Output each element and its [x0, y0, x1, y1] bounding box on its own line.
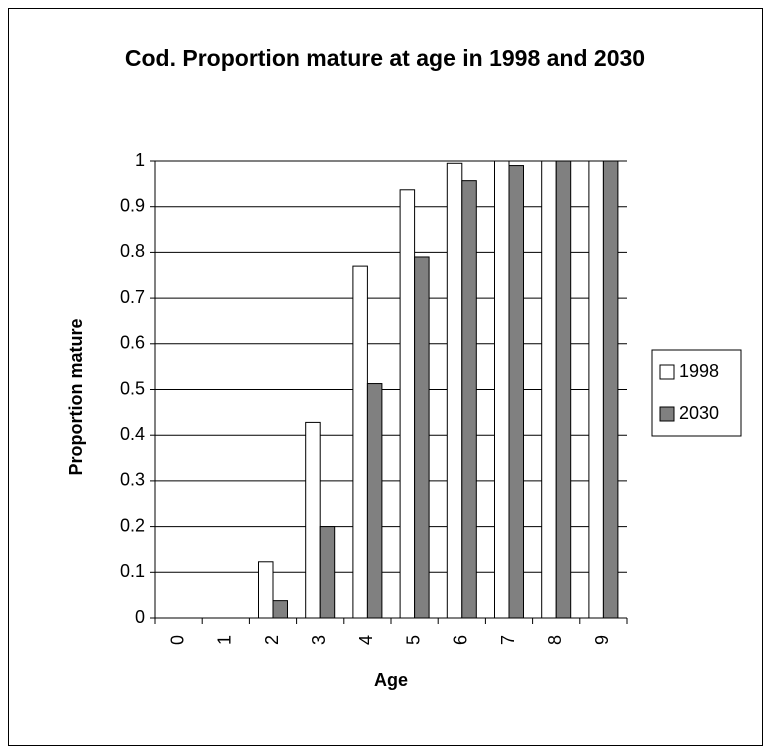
- bar: [588, 160, 604, 619]
- legend-box: [651, 349, 742, 437]
- legend-label: 2030: [679, 403, 719, 423]
- bar: [541, 160, 557, 619]
- x-tick-label: 6: [451, 635, 471, 645]
- legend-swatch: [659, 364, 675, 380]
- x-tick-label: 9: [592, 635, 612, 645]
- bar: [258, 561, 274, 619]
- bar: [555, 160, 572, 619]
- x-tick-label: 3: [309, 635, 329, 645]
- bar: [494, 160, 510, 619]
- y-tick-label: 0.9: [120, 195, 145, 215]
- y-tick-label: 0.7: [120, 287, 145, 307]
- bar: [602, 160, 619, 619]
- x-tick-label: 4: [356, 635, 376, 645]
- bar: [414, 256, 430, 619]
- x-tick-label: 2: [262, 635, 282, 645]
- bar: [305, 421, 321, 619]
- y-axis-title: Proportion mature: [66, 318, 86, 475]
- legend-swatch: [659, 406, 675, 422]
- y-tick-label: 0.4: [120, 424, 145, 444]
- x-axis-title: Age: [374, 670, 408, 690]
- bar: [272, 600, 288, 619]
- y-tick-label: 0.8: [120, 241, 145, 261]
- bar: [399, 189, 416, 619]
- bar: [508, 165, 524, 619]
- y-tick-label: 0.3: [120, 470, 145, 490]
- bar: [446, 162, 463, 619]
- y-tick-label: 0.2: [120, 515, 145, 535]
- y-tick-label: 0: [135, 607, 145, 627]
- y-tick-label: 0.1: [120, 561, 145, 581]
- bar: [461, 180, 477, 619]
- x-tick-label: 7: [498, 635, 518, 645]
- bar: [352, 265, 368, 619]
- y-tick-label: 0.6: [120, 333, 145, 353]
- y-tick-label: 0.5: [120, 378, 145, 398]
- bar: [319, 526, 336, 619]
- legend-label: 1998: [679, 361, 719, 381]
- x-tick-label: 5: [403, 635, 423, 645]
- x-tick-label: 0: [167, 635, 187, 645]
- x-tick-label: 8: [545, 635, 565, 645]
- chart-border: [8, 8, 763, 746]
- x-tick-label: 1: [215, 635, 235, 645]
- y-tick-label: 1: [135, 150, 145, 170]
- chart-title: Cod. Proportion mature at age in 1998 an…: [124, 45, 646, 71]
- bar: [366, 383, 383, 619]
